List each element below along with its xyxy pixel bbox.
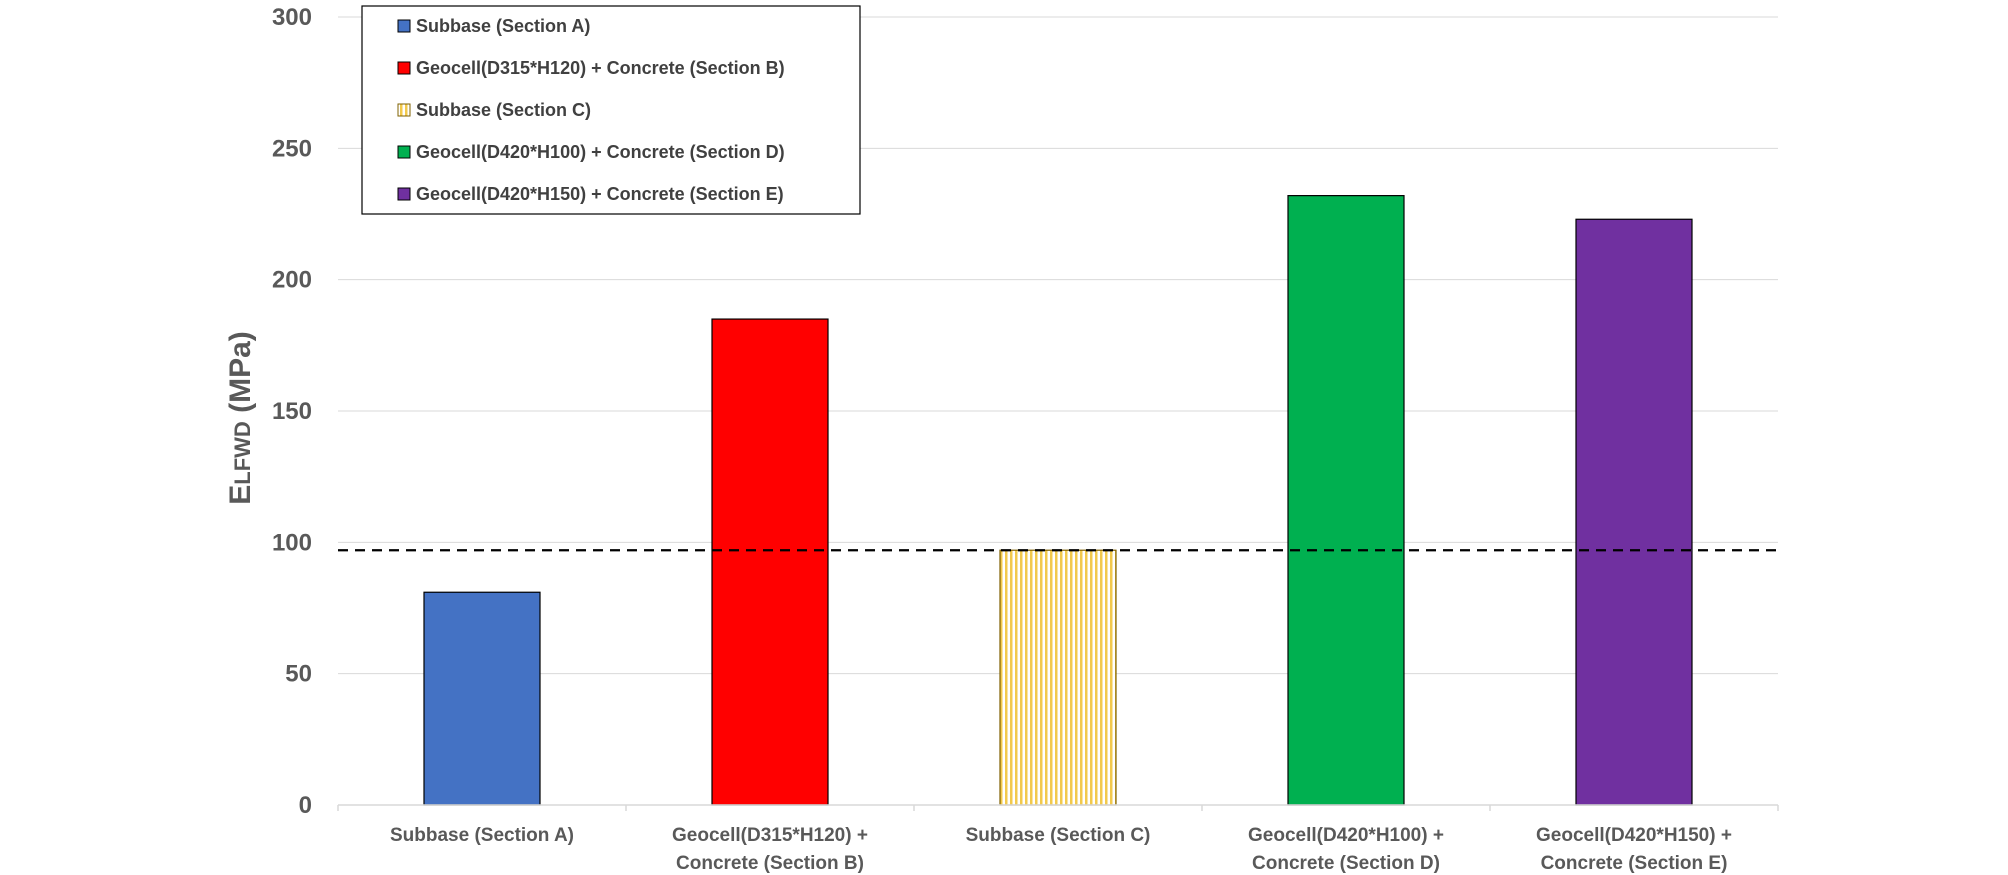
bar [1287, 195, 1405, 806]
legend-swatch [397, 145, 411, 159]
y-axis-title-unit: (MPa) [224, 331, 257, 421]
y-tick-label: 200 [272, 267, 312, 294]
bar [711, 318, 829, 806]
legend-items: Subbase (Section A) Geocell(D315*H120) + … [397, 16, 785, 204]
x-category-label: Concrete (Section D) [1252, 853, 1440, 874]
y-tick-label: 250 [272, 135, 312, 162]
x-category-label: Subbase (Section C) [966, 825, 1151, 846]
y-axis-title-main: E [224, 485, 257, 505]
x-category-label: Concrete (Section B) [676, 853, 864, 874]
y-tick-label: 300 [272, 4, 312, 31]
x-category-label: Subbase (Section A) [390, 825, 574, 846]
bar [423, 591, 541, 806]
y-tick-label: 50 [285, 661, 312, 688]
y-tick-label: 0 [299, 792, 312, 819]
legend-swatch [397, 103, 411, 117]
bar [999, 549, 1117, 806]
category-labels: Subbase (Section A) Geocell(D315*H120) + C… [390, 825, 1732, 874]
y-axis-ticks: 0 50 100 150 200 250 300 [272, 4, 312, 819]
legend-swatch [397, 187, 411, 201]
bars [423, 195, 1693, 806]
y-axis-title-subscript: LFWD [230, 421, 255, 485]
y-axis-title: ELFWD (MPa) [224, 331, 257, 505]
legend-label: Subbase (Section C) [416, 100, 591, 120]
x-category-label: Geocell(D315*H120) + [672, 825, 868, 846]
legend-swatch [397, 61, 411, 75]
bar [1575, 218, 1693, 806]
legend-swatch [397, 19, 411, 33]
legend-label: Geocell(D420*H100) + Concrete (Section D… [416, 142, 785, 162]
x-axis [337, 804, 1779, 811]
x-category-label: Geocell(D420*H150) + [1536, 825, 1732, 846]
y-tick-label: 100 [272, 529, 312, 556]
legend: Subbase (Section A) Geocell(D315*H120) + … [361, 5, 861, 215]
x-category-label: Geocell(D420*H100) + [1248, 825, 1444, 846]
x-category-label: Concrete (Section E) [1541, 853, 1728, 874]
legend-label: Geocell(D420*H150) + Concrete (Section E… [416, 184, 784, 204]
y-tick-label: 150 [272, 398, 312, 425]
legend-label: Subbase (Section A) [416, 16, 590, 36]
legend-label: Geocell(D315*H120) + Concrete (Section B… [416, 58, 785, 78]
legend-box [361, 5, 861, 215]
